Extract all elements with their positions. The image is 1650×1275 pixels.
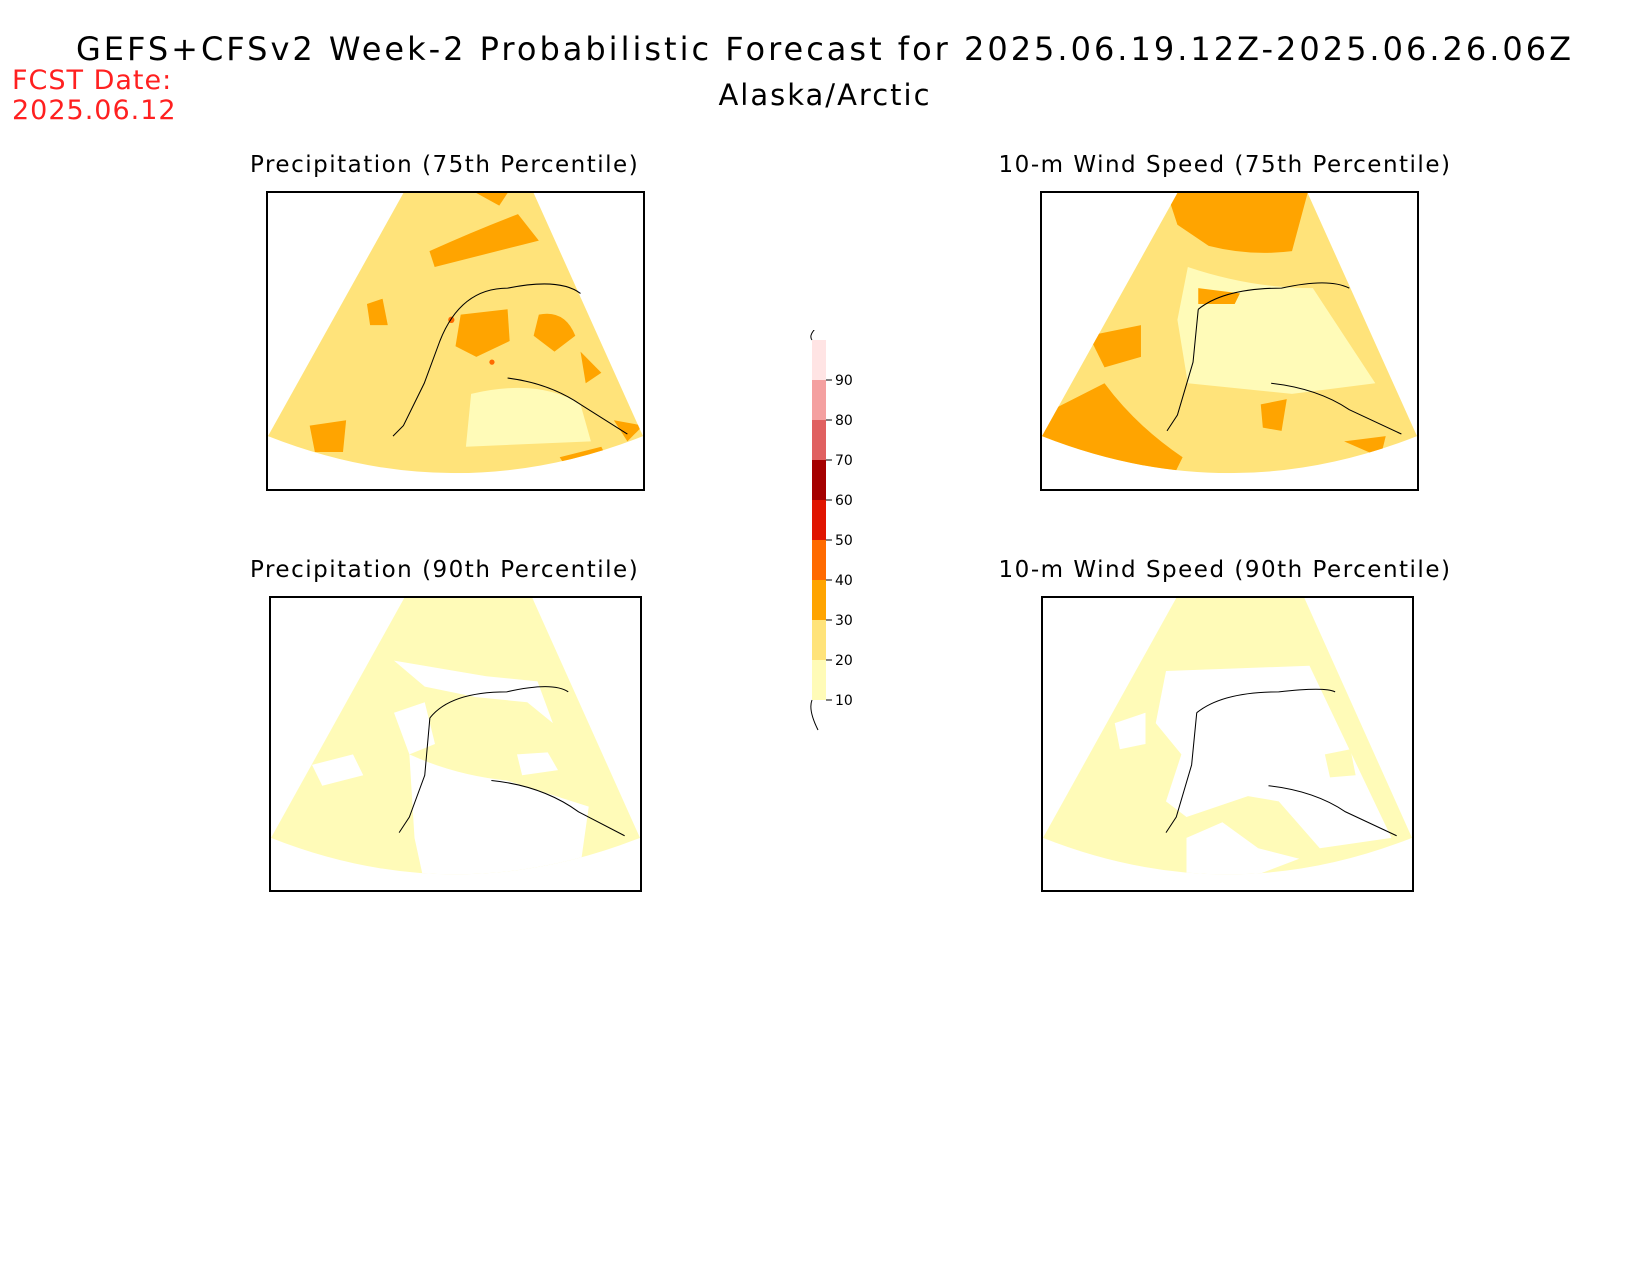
precip-75-map-graphic: [268, 193, 643, 474]
colorbar-tick-label: 60: [835, 493, 853, 509]
colorbar-segment: [812, 380, 826, 420]
colorbar-tick-label: 70: [835, 453, 853, 469]
precip-90-map-graphic: [271, 598, 640, 875]
colorbar-segment: [812, 540, 826, 580]
colorbar-tick-label: 30: [835, 613, 853, 629]
colorbar-top-cap: [810, 325, 819, 341]
colorbar-segment: [812, 460, 826, 500]
colorbar: 10 20 30 40 50 60 70 80 90: [810, 325, 910, 750]
map-precip-75: [266, 191, 645, 491]
colorbar-tick-label: 20: [835, 653, 853, 669]
colorbar-tick-label: 90: [835, 373, 853, 389]
panel-title-precip-90: Precipitation (90th Percentile): [250, 557, 640, 583]
map-wind-75: [1040, 191, 1419, 491]
map-precip-90: [269, 596, 642, 892]
panel-title-wind-75: 10-m Wind Speed (75th Percentile): [998, 152, 1452, 178]
forecast-date-label: FCST Date:: [12, 65, 173, 96]
panel-title-wind-90: 10-m Wind Speed (90th Percentile): [998, 557, 1452, 583]
colorbar-segment: [812, 580, 826, 620]
wind-90-map-graphic: [1043, 598, 1412, 875]
colorbar-bottom-cap: [810, 699, 819, 731]
colorbar-tick-label: 80: [835, 413, 853, 429]
colorbar-tick-label: 10: [835, 693, 853, 709]
colorbar-segment: [812, 500, 826, 540]
colorbar-segment: [812, 340, 826, 380]
map-wind-90: [1041, 596, 1414, 892]
colorbar-segment: [812, 420, 826, 460]
colorbar-tick-label: 40: [835, 573, 853, 589]
colorbar-tick-label: 50: [835, 533, 853, 549]
forecast-date-value: 2025.06.12: [12, 95, 177, 126]
colorbar-segment: [812, 620, 826, 660]
region-subtitle: Alaska/Arctic: [718, 78, 932, 112]
colorbar-graphic: 10 20 30 40 50 60 70 80 90: [810, 325, 853, 731]
forecast-date-block: FCST Date: 2025.06.12: [12, 66, 177, 126]
wind-75-map-graphic: [1042, 193, 1417, 474]
colorbar-segment: [812, 660, 826, 700]
panel-title-precip-75: Precipitation (75th Percentile): [250, 152, 640, 178]
figure-title: GEFS+CFSv2 Week-2 Probabilistic Forecast…: [75, 30, 1575, 68]
